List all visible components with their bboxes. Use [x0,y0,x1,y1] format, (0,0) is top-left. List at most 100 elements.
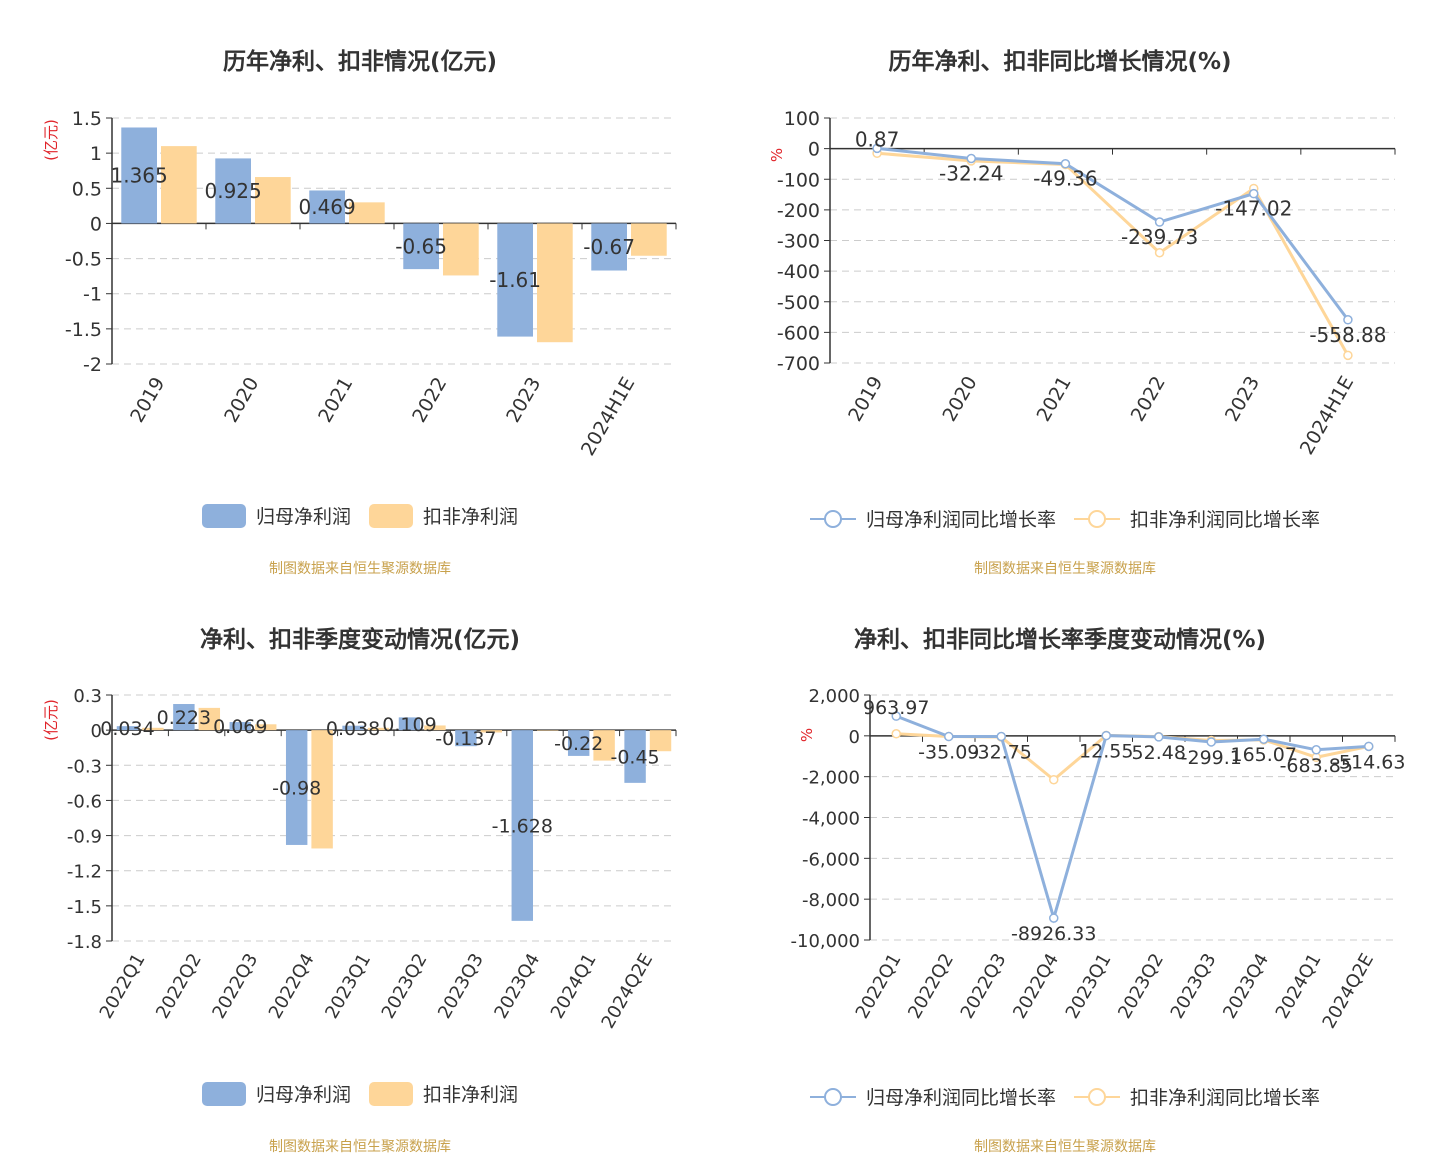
chart1-legend-series2[interactable]: 扣非净利润 [369,502,518,529]
chart2-ytick-label: -400 [777,261,820,283]
chart1-data-label: 0.469 [299,195,356,219]
chart1-legend-label1: 归母净利润 [255,506,351,528]
chart1-data-label: 0.925 [205,179,262,203]
chart3-data-label: -0.137 [435,728,496,750]
chart4-point-series1 [944,731,954,742]
chart4-data-label: 12.55 [1079,741,1133,763]
chart3-category-label: 2023Q4 [490,950,544,1022]
chart3-bar-series1 [342,725,364,731]
chart1-bar-series2 [255,177,291,224]
chart1-unit-label: (亿元) [42,119,60,161]
chart4-legend-label1: 归母净利润同比增长率 [865,1087,1056,1109]
chart2-point-series1 [1060,158,1071,169]
chart4-ytick-label: -2,000 [802,768,860,789]
chart2-data-label: -239.73 [1121,225,1198,249]
chart3-category-label: 2023Q3 [434,950,488,1022]
chart4-point-series1 [1154,732,1164,742]
chart1-bar-series1 [309,190,345,224]
chart2-point-series1 [1249,188,1259,199]
chart3-plot: 0.30-0.3-0.6-0.9-1.2-1.5-1.8(亿元)2022Q1 20… [42,686,677,1032]
chart4-data-label: -514.63 [1332,751,1405,773]
chart2-legend-series2[interactable]: 扣非净利润同比增长率 [1074,505,1320,532]
chart2-point-series2 [1154,248,1165,258]
chart3-legend-swatch2 [369,1081,413,1106]
chart2-category-label: 2023 [1221,373,1264,426]
chart3-bar-series1 [567,730,590,756]
chart1-data-label: -0.65 [395,234,447,258]
chart3-bar-series2 [480,730,503,733]
chart1-bar-series2 [161,146,197,224]
chart4-point-series1 [1049,913,1059,923]
chart1-title: 历年净利、扣非情况(亿元) [222,49,498,75]
chart2-legend[interactable]: 归母净利润同比增长率 扣非净利润同比增长率 [705,505,1425,532]
chart2-point-series1 [872,143,882,154]
chart4-legend-series2[interactable]: 扣非净利润同比增长率 [1074,1083,1320,1110]
chart2-data-label: -558.88 [1309,323,1386,347]
chart3-category-label: 2024Q2E [598,950,658,1032]
chart2-category-label: 2024H1E [1296,373,1358,459]
chart2-category-label: 2021 [1033,373,1076,426]
chart3-title: 净利、扣非季度变动情况(亿元) [199,627,521,653]
chart2-ytick-label: 0 [808,139,820,161]
chart4-point-series1 [1311,745,1321,755]
chart4-category-label: 2022Q3 [957,950,1011,1022]
chart4-line-series1 [895,714,1369,924]
chart2-unit-label: % [768,148,786,162]
chart2-category-label: 2019 [844,373,887,426]
chart2-ytick-label: 100 [784,108,820,130]
chart4-title: 净利、扣非同比增长率季度变动情况(%) [853,627,1267,653]
chart2-ytick-label: -500 [777,292,820,314]
chart4-point-series2 [1049,774,1059,785]
chart4-legend-series1[interactable]: 归母净利润同比增长率 [809,1083,1056,1110]
chart4-legend[interactable]: 归母净利润同比增长率 扣非净利润同比增长率 [705,1083,1425,1110]
chart4-ytick-label: 2,000 [808,686,860,707]
chart4-legend-swatch2 [1074,1087,1120,1106]
chart3-category-label: 2023Q2 [378,950,432,1022]
chart2-point-series1 [1154,217,1165,227]
chart3-legend-series2[interactable]: 扣非净利润 [369,1080,518,1107]
chart4-category-label: 2024Q2E [1318,950,1378,1032]
chart3-legend-label1: 归母净利润 [255,1084,351,1106]
chart3-data-label: 0.223 [157,707,211,729]
chart4-ytick-label: -8,000 [802,890,860,911]
chart4-data-label: 165.07 [1231,744,1297,766]
chart3-data-label: 0.038 [326,718,380,740]
chart1-data-label: 1.365 [111,163,168,187]
chart2-line-series1 [876,146,1350,321]
chart1-category-label: 2024H1E [577,374,639,460]
chart1-legend-series1[interactable]: 归母净利润 [201,502,351,529]
chart3-bar-series1 [455,730,477,747]
chart3-bar-series1 [624,730,646,783]
chart3-legend[interactable]: 归母净利润 扣非净利润 [0,1080,720,1107]
chart4-category-label: 2022Q2 [904,950,958,1022]
chart4-data-label: -8926.33 [1011,923,1096,945]
chart4-point-series2 [891,729,901,739]
chart1-bar-series1 [497,223,533,337]
chart3-category-label: 2022Q2 [152,950,206,1022]
chart2-plot: 100 0 -100 -200 -300 -400 -500 -600 -700% 2019 202… [768,108,1396,459]
chart4-legend-swatch1 [809,1087,856,1106]
chart3-legend-series1[interactable]: 归母净利润 [201,1080,351,1107]
chart3-ytick-label: -1.8 [67,932,102,953]
chart4-point-series1 [1206,737,1216,747]
chart2-point-series2 [1343,350,1353,361]
chart4-category-label: 2023Q1 [1062,950,1116,1022]
chart3-bar-series2 [649,730,672,752]
chart4-data-label: -35.09 [918,742,979,764]
chart4-data-label: -32.75 [971,742,1032,764]
chart3-ytick-label: -0.3 [67,756,102,777]
chart4-data-label: 52.48 [1132,742,1186,764]
chart3-ytick-label: -1.5 [67,897,102,918]
chart1-legend[interactable]: 归母净利润 扣非净利润 [0,502,720,529]
chart2-legend-series1[interactable]: 归母净利润同比增长率 [809,505,1056,532]
chart1-bar-series1 [591,223,627,271]
chart3-legend-label2: 扣非净利润 [423,1084,519,1106]
chart2-ytick-label: -100 [777,169,820,191]
chart3-data-label: -1.628 [492,815,553,837]
chart1-category-label: 2021 [314,374,357,427]
chart3-data-label: -0.22 [554,733,603,755]
chart1-data-label: -0.67 [583,235,635,259]
chart2-ytick-label: -600 [777,322,820,344]
chart4-data-label: -299.1 [1181,747,1242,769]
chart1-category-label: 2022 [408,374,451,427]
